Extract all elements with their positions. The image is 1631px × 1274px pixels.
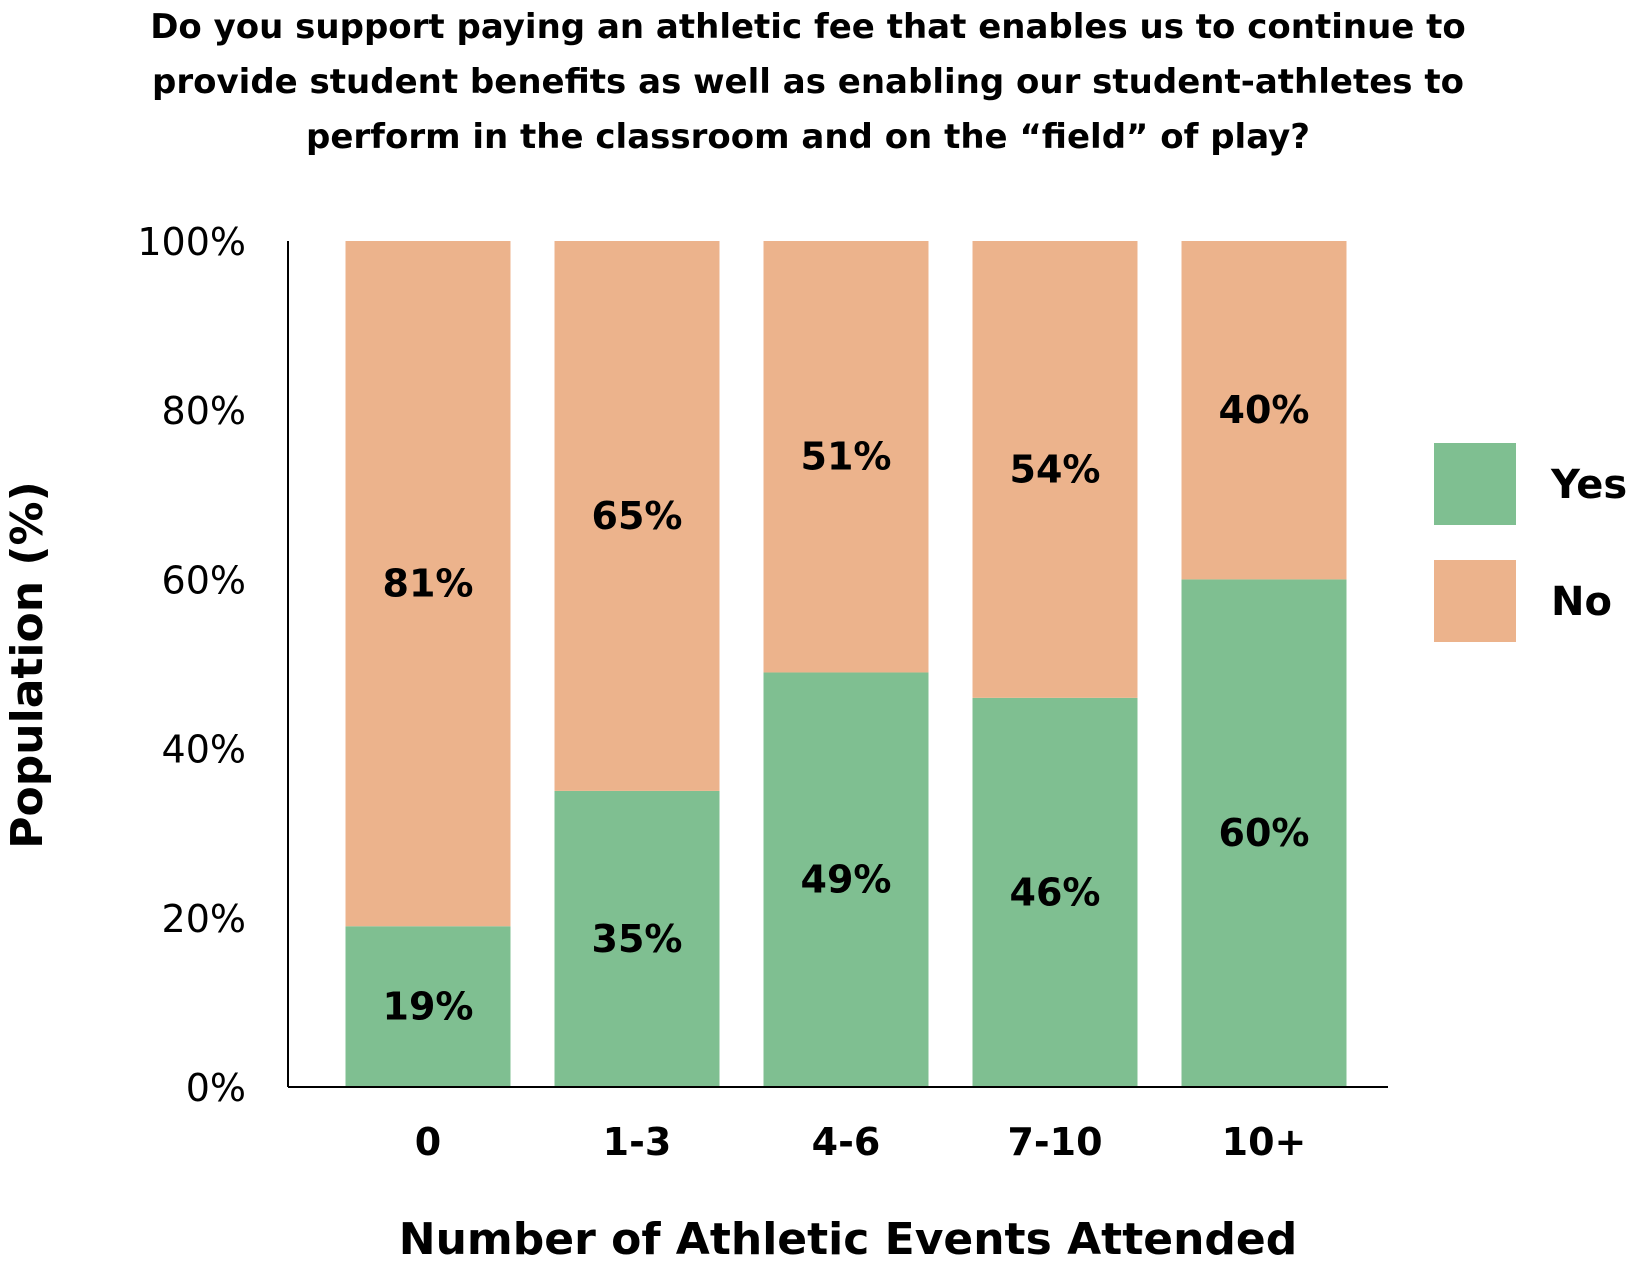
legend-label-no: No [1551, 579, 1612, 625]
chart-title: Do you support paying an athletic fee th… [150, 7, 1466, 157]
y-tick-label-20: 20% [162, 897, 246, 941]
y-tick-label-60: 60% [162, 558, 246, 602]
bars [345, 241, 1347, 1087]
axes [287, 241, 1388, 1088]
chart-title-line-1: Do you support paying an athletic fee th… [150, 7, 1466, 47]
bar-yes-7-10 [972, 697, 1138, 1087]
value-labels: 19% 81% 35% 65% 49% 51% 46% 54% 60% 40% [383, 388, 1310, 1028]
bar-no-10+ [1181, 241, 1347, 580]
bar-yes-4-6 [763, 672, 929, 1087]
y-tick-label-0: 0% [186, 1066, 246, 1110]
x-tick-label-7-10: 7-10 [1007, 1120, 1102, 1164]
bar-no-7-10 [972, 241, 1138, 698]
value-label-no-0: 81% [383, 562, 474, 606]
x-tick-label-0: 0 [415, 1120, 441, 1164]
value-label-yes-10+: 60% [1219, 811, 1310, 855]
value-label-no-7-10: 54% [1010, 447, 1101, 491]
x-tick-label-10+: 10+ [1222, 1120, 1307, 1164]
value-label-yes-4-6: 49% [801, 858, 892, 902]
bar-yes-1-3 [554, 790, 720, 1087]
y-tick-label-80: 80% [162, 389, 246, 433]
y-tick-label-40: 40% [162, 728, 246, 772]
value-label-yes-7-10: 46% [1010, 870, 1101, 914]
x-tick-labels: 0 1-3 4-6 7-10 10+ [415, 1120, 1307, 1164]
value-label-no-10+: 40% [1219, 388, 1310, 432]
chart-title-line-2: provide student benefits as well as enab… [152, 62, 1464, 102]
value-label-no-4-6: 51% [801, 435, 892, 479]
legend-swatch-yes [1434, 443, 1516, 525]
y-tick-label-100: 100% [137, 220, 246, 264]
bar-yes-0 [345, 926, 511, 1087]
value-label-no-1-3: 65% [592, 494, 683, 538]
y-axis-title: Population (%) [2, 481, 53, 848]
legend: Yes No [1434, 443, 1627, 642]
value-label-yes-0: 19% [383, 985, 474, 1029]
y-tick-labels: 0% 20% 40% 60% 80% 100% [137, 220, 246, 1110]
legend-label-yes: Yes [1550, 462, 1627, 508]
bar-yes-10+ [1181, 579, 1347, 1087]
value-label-yes-1-3: 35% [592, 917, 683, 961]
chart-title-line-3: perform in the classroom and on the “fie… [306, 117, 1310, 157]
x-tick-label-1-3: 1-3 [603, 1120, 672, 1164]
bar-no-1-3 [554, 241, 720, 791]
bar-no-4-6 [763, 241, 929, 673]
x-tick-label-4-6: 4-6 [812, 1120, 881, 1164]
x-axis-title: Number of Athletic Events Attended [399, 1214, 1297, 1265]
legend-swatch-no [1434, 560, 1516, 642]
bar-no-0 [345, 241, 511, 927]
